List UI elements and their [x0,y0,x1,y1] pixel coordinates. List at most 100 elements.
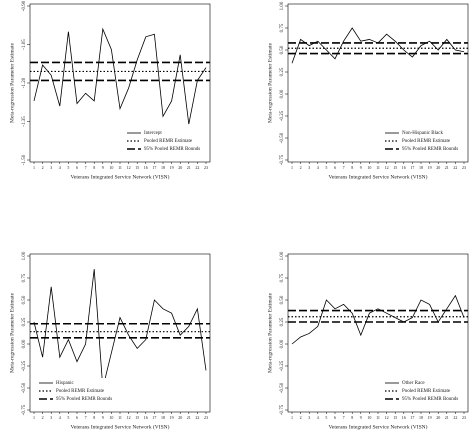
y-tick-label: -0.90 [22,0,27,11]
x-tick-label: 2 [300,165,302,170]
x-tick-label: 4 [59,165,61,170]
y-axis-label: Meta-regression Parameter Estimate [267,292,273,373]
y-tick-label: -0.75 [22,404,27,415]
panel: 1.000.750.500.250.00-0.25-0.50-0.751 2 3 4 5… [267,1,469,180]
y-tick-label: -0.75 [280,154,285,165]
x-tick-label: 21 [445,415,449,420]
x-tick-label: 22 [195,415,199,420]
y-tick-label: -0.50 [280,382,285,393]
y-tick-label: 1.00 [280,251,285,260]
x-tick-label: 1 [33,415,35,420]
series-line [291,27,465,64]
x-tick-label: 15 [135,165,139,170]
legend-box [36,378,116,404]
x-tick-label: 22 [195,165,199,170]
x-tick-label: 6 [76,415,78,420]
x-tick-label: 16 [402,165,406,170]
y-tick-label: -0.75 [280,404,285,415]
x-tick-label: 21 [445,165,449,170]
y-tick-label: 0.75 [280,273,285,282]
x-tick-label: 11 [118,415,122,420]
legend-box [382,378,462,404]
legend-label: Pooled REMR Estimate [56,389,105,394]
x-tick-label: 7 [343,165,345,170]
x-tick-label: 8 [93,415,95,420]
legend-label: Other Race [402,381,425,386]
x-tick-label: 16 [144,415,148,420]
x-tick-label: 12 [385,415,389,420]
x-tick-label: 7 [85,415,87,420]
x-tick-label: 20 [436,165,440,170]
x-tick-label: 15 [393,165,397,170]
x-tick-label: 17 [152,165,156,170]
x-tick-label: 4 [317,165,319,170]
x-tick-label: 7 [85,165,87,170]
y-tick-label: 0.25 [22,317,27,326]
x-tick-label: 6 [76,165,78,170]
panel: 1.000.750.500.250.00-0.25-0.50-0.751 2 3 4 5… [9,251,211,430]
y-tick-label: 0.50 [280,45,285,54]
x-tick-label: 11 [376,165,380,170]
x-tick-label: 18 [419,415,423,420]
y-tick-label: 0.75 [22,273,27,282]
x-tick-label: 11 [376,415,380,420]
x-tick-label: 17 [410,165,414,170]
legend-label: Pooled REMR Estimate [402,139,451,144]
x-tick-label: 16 [144,165,148,170]
y-tick-label: -0.25 [22,360,27,371]
x-tick-label: 10 [109,165,113,170]
legend-label: 95% Pooled REMR Bounds [56,397,112,402]
x-tick-label: 2 [42,165,44,170]
x-tick-label: 23 [462,165,466,170]
y-axis-label: Meta-regression Parameter Estimate [9,42,15,123]
legend: Non-Hispanic Black Pooled REMR Estimate 95… [382,128,462,154]
x-tick-label: 5 [325,415,327,420]
x-axis-label: Veterans Integrated Service Network (VIS… [71,173,170,180]
x-tick-label: 8 [93,165,95,170]
y-tick-label: -1.05 [22,39,27,50]
x-tick-label: 19 [170,415,174,420]
x-tick-label: 10 [109,415,113,420]
x-axis-label: Veterans Integrated Service Network (VIS… [71,423,170,430]
x-tick-label: 7 [343,415,345,420]
legend: Hispanic Pooled REMR Estimate 95% Pooled R… [36,378,116,404]
x-tick-label: 3 [50,415,52,420]
x-tick-label: 22 [453,165,457,170]
x-tick-label: 23 [204,415,208,420]
x-tick-label: 18 [161,415,165,420]
panel: -0.90-1.05-1.20-1.35-1.501 2 3 4 5 6 7 8 9 10 11 12… [9,0,211,180]
legend-label: 95% Pooled REMR Bounds [402,147,458,152]
x-tick-label: 19 [428,415,432,420]
x-tick-label: 2 [300,415,302,420]
x-tick-label: 5 [325,165,327,170]
y-tick-label: -1.35 [22,116,27,127]
x-tick-label: 1 [291,415,293,420]
x-tick-label: 20 [436,415,440,420]
y-tick-label: 0.50 [280,295,285,304]
x-tick-label: 21 [187,415,191,420]
x-tick-label: 8 [351,165,353,170]
y-tick-label: 0.00 [280,89,285,98]
y-tick-label: 0.00 [22,339,27,348]
legend-label: Non-Hispanic Black [402,131,443,136]
x-tick-label: 1 [291,165,293,170]
x-tick-label: 23 [204,165,208,170]
y-tick-label: 0.00 [280,339,285,348]
y-tick-label: -0.25 [280,110,285,121]
x-tick-label: 10 [367,415,371,420]
x-tick-label: 5 [67,165,69,170]
x-tick-label: 9 [360,415,362,420]
y-tick-label: 1.00 [280,1,285,10]
x-tick-label: 9 [102,165,104,170]
y-tick-label: -0.50 [280,132,285,143]
x-tick-label: 6 [334,165,336,170]
x-tick-label: 20 [178,165,182,170]
legend-label: 95% Pooled REMR Bounds [144,147,200,152]
x-tick-label: 10 [367,165,371,170]
x-tick-label: 4 [317,415,319,420]
x-tick-label: 23 [462,415,466,420]
x-tick-label: 11 [118,165,122,170]
x-tick-label: 17 [410,415,414,420]
x-tick-label: 17 [152,415,156,420]
